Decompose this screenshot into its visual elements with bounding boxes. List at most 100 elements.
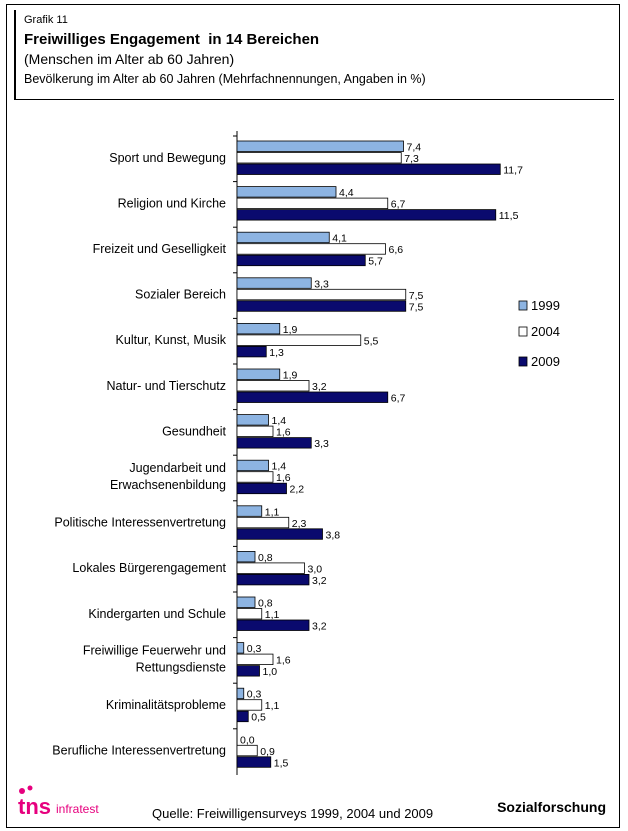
data-label-2004: 1,6 [276,655,291,667]
data-label-1999: 7,4 [407,142,422,154]
bar-2004 [236,152,402,164]
bar-2004 [236,380,310,392]
chart-frame [6,4,620,828]
data-label-1999: 1,9 [283,370,298,382]
bar-2004 [236,197,389,210]
bar-2009 [236,756,272,768]
bar-2009 [236,710,249,723]
bar-2009 [236,437,312,449]
bar-2009 [236,163,501,175]
bar-2004 [236,288,407,301]
category-label: Freiwillige Feuerwehr und Rettungsdienste [83,643,226,674]
bar-2009 [236,209,497,221]
data-label-2004: 3,0 [308,563,323,575]
bar-2009 [236,391,389,403]
data-label-1999: 1,4 [272,461,287,473]
data-label-2009: 1,5 [274,757,289,769]
legend-label-2009: 2009 [531,354,560,369]
bar-1999 [236,551,256,563]
bar-1999 [236,505,263,517]
bar-2009 [236,254,366,267]
legend-label-2004: 2004 [531,324,560,339]
bar-2009 [236,345,267,358]
bar-2004 [236,425,274,438]
chart-header: Grafik 11 Freiwilliges Engagement in 14 … [14,10,614,100]
category-label: Kindergarten und Schule [88,607,226,621]
bar-2004 [236,471,274,483]
category-label: Politische Interessenvertretung [54,516,226,530]
data-label-2009: 6,7 [391,393,406,405]
bar-2009 [236,482,287,495]
bar-1999 [236,322,281,335]
bar-2009 [236,665,260,677]
data-label-1999: 3,3 [314,278,329,290]
data-label-2004: 3,2 [312,381,327,393]
bar-1999 [236,368,281,380]
data-label-2009: 2,2 [290,484,305,496]
category-label: Kriminalitätsprobleme [106,698,226,712]
category-label: Jugendarbeit und Erwachsenenbildung [110,461,226,492]
data-label-1999: 0,3 [247,689,262,701]
bar-2004 [236,608,263,620]
data-label-2004: 1,1 [265,700,280,712]
bar-2004 [236,334,362,346]
data-label-2004: 6,6 [389,244,404,256]
data-label-2009: 0,5 [251,712,266,724]
data-label-2009: 11,7 [503,165,523,177]
data-label-1999: 0,0 [240,734,255,746]
data-label-2004: 7,5 [409,290,424,302]
bar-1999 [236,140,404,152]
data-label-2004: 1,1 [265,609,280,621]
bar-2009 [236,300,407,312]
bar-2004 [236,562,305,574]
data-label-2009: 3,3 [314,438,329,450]
data-label-2009: 1,3 [269,347,284,359]
legend-swatch-2009 [518,356,528,367]
data-label-2004: 6,7 [391,199,406,211]
category-label: Kultur, Kunst, Musik [116,333,227,347]
data-label-1999: 0,8 [258,598,273,610]
data-label-2004: 5,5 [364,335,379,347]
legend-swatch-1999 [518,300,528,311]
bar-1999 [236,687,245,700]
bar-1999 [236,186,337,198]
data-label-2009: 7,5 [409,301,424,313]
data-label-2004: 1,6 [276,472,291,484]
legend-swatch-2004 [518,326,528,337]
data-label-2009: 11,5 [499,210,519,222]
data-label-2004: 2,3 [292,518,307,530]
data-label-2009: 3,2 [312,575,327,587]
figure-number: Grafik 11 [24,14,68,26]
bar-1999 [236,596,256,608]
bar-2004 [236,243,386,255]
chart-title: Freiwilliges Engagement in 14 Bereichen [24,31,320,48]
bar-2004 [236,699,263,711]
category-label: Sozialer Bereich [135,288,226,302]
data-label-1999: 4,4 [339,187,354,199]
category-label: Natur- und Tierschutz [107,379,227,393]
data-label-2004: 1,6 [276,427,291,439]
data-label-1999: 1,4 [272,415,287,427]
data-label-1999: 0,3 [247,643,262,655]
brand-label: Sozialforschung [497,799,606,815]
bar-1999 [236,277,312,289]
data-label-2009: 3,2 [312,621,327,633]
legend-label-1999: 1999 [531,298,560,313]
category-label: Sport und Bewegung [109,151,226,165]
chart-subtitle: (Menschen im Alter ab 60 Jahren) [24,51,235,67]
bar-1999 [236,231,330,244]
bar-2004 [236,516,290,529]
data-label-2004: 7,3 [404,153,419,165]
tns-infratest-logo: tns infratest [18,785,99,819]
category-label: Lokales Bürgerengagement [72,561,226,575]
data-label-1999: 4,1 [332,233,347,245]
data-label-1999: 0,8 [258,552,273,564]
category-label: Gesundheit [162,424,226,438]
data-label-2004: 0,9 [260,746,275,758]
chart-caption: Bevölkerung im Alter ab 60 Jahren (Mehrf… [24,72,426,86]
logo-sub-text: infratest [56,802,99,816]
source-note: Quelle: Freiwilligensurveys 1999, 2004 u… [152,806,434,821]
bar-2009 [236,528,323,540]
data-label-2009: 1,0 [263,666,278,678]
